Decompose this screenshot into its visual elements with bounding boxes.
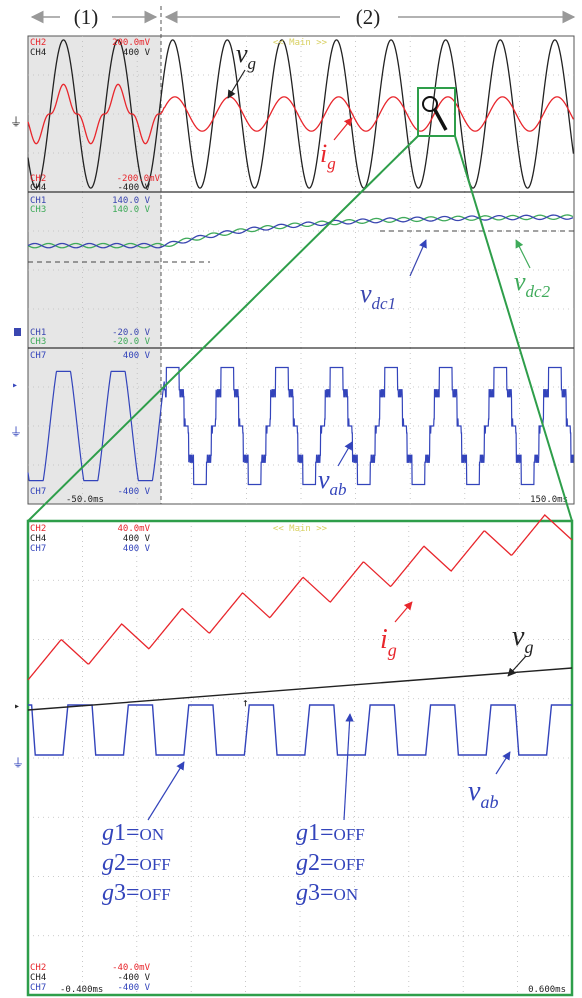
zoom-channel-labels: CH2 40.0mV CH4 400 V CH7 400 V << Main >…: [30, 524, 566, 995]
ch1-bot-value: -20.0 V: [112, 328, 151, 338]
ch4-bot-label: CH4: [30, 183, 46, 193]
zoom-vg-arrow: [507, 655, 527, 677]
zoom-scope-bg: [28, 521, 572, 995]
zoom-region-box: [417, 87, 456, 137]
zoom-ig-label: ig: [380, 624, 397, 660]
ch3-bot-value: -20.0 V: [112, 337, 151, 347]
zoom-ch2-bot-label: CH2: [30, 963, 46, 973]
top-vdc1-label: vdc1: [360, 279, 396, 313]
zoom-ch4-top-label: CH4: [30, 534, 46, 544]
ch3-top-value: 140.0 V: [112, 205, 151, 215]
zoom-ch4-bot-value: -400 V: [117, 973, 150, 983]
state-right-g1: g1=OFF: [296, 820, 365, 846]
zoom-vab-trace: [28, 704, 572, 756]
zoom-grid: [28, 521, 572, 995]
zoom-ch2-bot-value: -40.0mV: [112, 963, 151, 973]
top-ig-arrow: [333, 117, 353, 141]
ch3-top-label: CH3: [30, 205, 46, 215]
top-vab-arrow: [337, 441, 353, 467]
top-vg-trace: [27, 39, 575, 189]
ch1-bot-label: CH1: [30, 328, 46, 338]
top-vdc2-label: vdc2: [514, 267, 551, 301]
zoom-ch7-top-value: 400 V: [123, 544, 151, 554]
zoom-vab-arrow: [495, 751, 511, 775]
top-vab-label: vab: [318, 465, 347, 499]
state-left-g2: g2=OFF: [102, 850, 171, 876]
main-label-top: << Main >>: [273, 38, 328, 48]
top-grid: [28, 36, 574, 504]
zoom-ig-arrow: [394, 601, 413, 623]
state-right-g3: g3=ON: [296, 880, 358, 906]
magnifier-handle-icon: [433, 109, 448, 131]
top-vdc1-trace: [27, 214, 574, 249]
top-ig-trace: [27, 83, 575, 145]
ch2-bot-value: -200.0mV: [117, 174, 161, 184]
zoom-connector-left: [27, 135, 419, 522]
top-vab-trace: [27, 366, 574, 486]
ch1-top-label: CH1: [30, 196, 46, 206]
zoom-scope-frame: [26, 519, 574, 997]
ch4-top-label: CH4: [30, 48, 46, 58]
ch2-top-value: 200.0mV: [112, 38, 151, 48]
zoom-main-label: << Main >>: [273, 524, 328, 534]
zoom-trigger-marker-icon: ▸: [14, 701, 20, 712]
zoom-ch7-bot-value: -400 V: [117, 983, 150, 993]
ch7-bot-label: CH7: [30, 487, 46, 497]
zoom-trigger-pointer-icon: ↑: [242, 696, 249, 709]
top-vg-label: vg: [236, 39, 256, 73]
zoom-time-end: 0.600ms: [528, 985, 566, 995]
trigger-marker-icon: ▸: [12, 380, 18, 391]
top-p1-labels: CH2 200.0mV CH4 400 V << Main >> CH2 -20…: [30, 38, 328, 193]
ch7-top-label: CH7: [30, 351, 46, 361]
top-vdc1-arrow: [409, 239, 427, 277]
state-left-arrow: [147, 761, 185, 821]
ch1-top-value: 140.0 V: [112, 196, 151, 206]
ch1-level-marker-icon: [14, 328, 21, 336]
state-left-g3: g3=OFF: [102, 880, 171, 906]
zoom-time-start: -0.400ms: [60, 985, 103, 995]
state-left-block: g1=ON g2=OFF g3=OFF: [102, 820, 171, 906]
state-right-g2: g2=OFF: [296, 850, 365, 876]
ch4-top-value: 400 V: [123, 48, 151, 58]
ground-marker-icon: ⏚: [10, 115, 22, 129]
top-vg-arrow: [227, 69, 246, 99]
state-left-g1: g1=ON: [102, 820, 164, 846]
zoom-ch4-bot-label: CH4: [30, 973, 46, 983]
top-ig-label: ig: [320, 139, 336, 173]
zoom-ch2-top-label: CH2: [30, 524, 46, 534]
zoom-connector-right: [454, 135, 573, 522]
zoom-ch4-top-value: 400 V: [123, 534, 151, 544]
zoom-vab-label: vab: [468, 776, 498, 812]
phase-header: (1) (2): [30, 5, 576, 29]
time-end-label: 150.0ms: [530, 495, 568, 505]
phase2-label: (2): [356, 5, 381, 29]
ch7-bot-value: -400 V: [117, 487, 150, 497]
state-right-block: g1=OFF g2=OFF g3=ON: [296, 820, 365, 906]
top-phase1-shade: [28, 36, 161, 504]
ch7-top-value: 400 V: [123, 351, 151, 361]
zoom-scope: ▸ ⏚ ↑ CH2 40.0mV CH4 400 V CH7 400 V << …: [12, 514, 574, 997]
zoom-ig-trace: [27, 514, 573, 681]
magnifier-icon: [422, 96, 438, 112]
time-start-label: -50.0ms: [66, 495, 104, 505]
zoom-ground-marker-icon: ⏚: [12, 756, 24, 770]
top-vdc2-arrow: [515, 239, 531, 269]
top-scope: ⏚ ▸ ⏚ CH2 200.0mV CH4 400 V << Main >> C…: [10, 6, 575, 505]
zoom-vg-trace: [27, 667, 573, 711]
zoom-ch7-top-label: CH7: [30, 544, 46, 554]
ch2-bot-label: CH2: [30, 174, 46, 184]
state-right-arrow: [343, 713, 354, 821]
ch2-top-label: CH2: [30, 38, 46, 48]
zoom-vg-label: vg: [512, 621, 533, 657]
top-p3-labels: CH7 400 V CH7 -400 V -50.0ms 150.0ms: [30, 351, 568, 505]
zoom-ch2-top-value: 40.0mV: [117, 524, 150, 534]
zoom-ch7-bot-label: CH7: [30, 983, 46, 993]
ch3-bot-label: CH3: [30, 337, 46, 347]
top-p2-labels: CH1 140.0 V CH3 140.0 V CH1 -20.0 V CH3 …: [30, 196, 151, 347]
ground-marker-ch7-icon: ⏚: [10, 425, 22, 439]
phase1-label: (1): [74, 5, 99, 29]
ch4-bot-value: -400 V: [117, 183, 150, 193]
